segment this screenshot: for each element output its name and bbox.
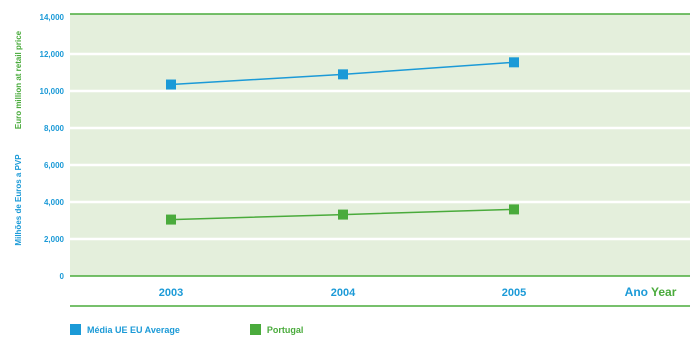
x-tick-label: 2005 <box>502 287 526 299</box>
y-tick-label: 4,000 <box>44 198 65 207</box>
legend: Média UE EU Average Portugal <box>70 324 373 335</box>
y-tick-label: 0 <box>60 272 65 281</box>
data-point-marker <box>338 209 348 220</box>
grid-lines <box>70 52 690 241</box>
legend-swatch-portugal <box>249 324 261 335</box>
legend-label-eu: Média UE EU Average <box>87 324 180 335</box>
x-tick-label: 2004 <box>331 287 356 299</box>
data-point-marker <box>166 79 176 90</box>
y-tick-label: 2,000 <box>44 235 65 244</box>
x-axis-label-pt: Ano <box>625 285 648 299</box>
y-axis-label-pt: Milhões de Euros a PVP <box>14 154 23 246</box>
data-point-marker <box>338 69 348 80</box>
legend-item-portugal: Portugal <box>249 324 304 335</box>
series-group <box>166 57 519 225</box>
data-point-marker <box>166 214 176 225</box>
legend-label-portugal: Portugal <box>266 324 304 335</box>
y-tick-label: 6,000 <box>44 161 65 170</box>
data-point-marker <box>509 204 519 215</box>
x-axis-label-en: Year <box>651 285 677 299</box>
x-tick-label: 2003 <box>159 287 183 299</box>
y-axis-label-en: Euro million at retail price <box>14 30 23 129</box>
y-tick-labels: 0 2,000 4,000 6,000 8,000 10,000 12,000 14,000 <box>40 13 65 281</box>
legend-swatch-eu <box>70 324 81 335</box>
y-tick-label: 10,000 <box>40 87 65 96</box>
x-tick-labels: 2003 2004 2005 <box>159 287 526 299</box>
y-tick-label: 14,000 <box>40 13 65 22</box>
y-tick-label: 12,000 <box>40 50 65 59</box>
legend-item-eu: Média UE EU Average <box>70 324 180 335</box>
data-point-marker <box>509 57 519 68</box>
plot-background <box>70 14 690 276</box>
y-tick-label: 8,000 <box>44 124 65 133</box>
